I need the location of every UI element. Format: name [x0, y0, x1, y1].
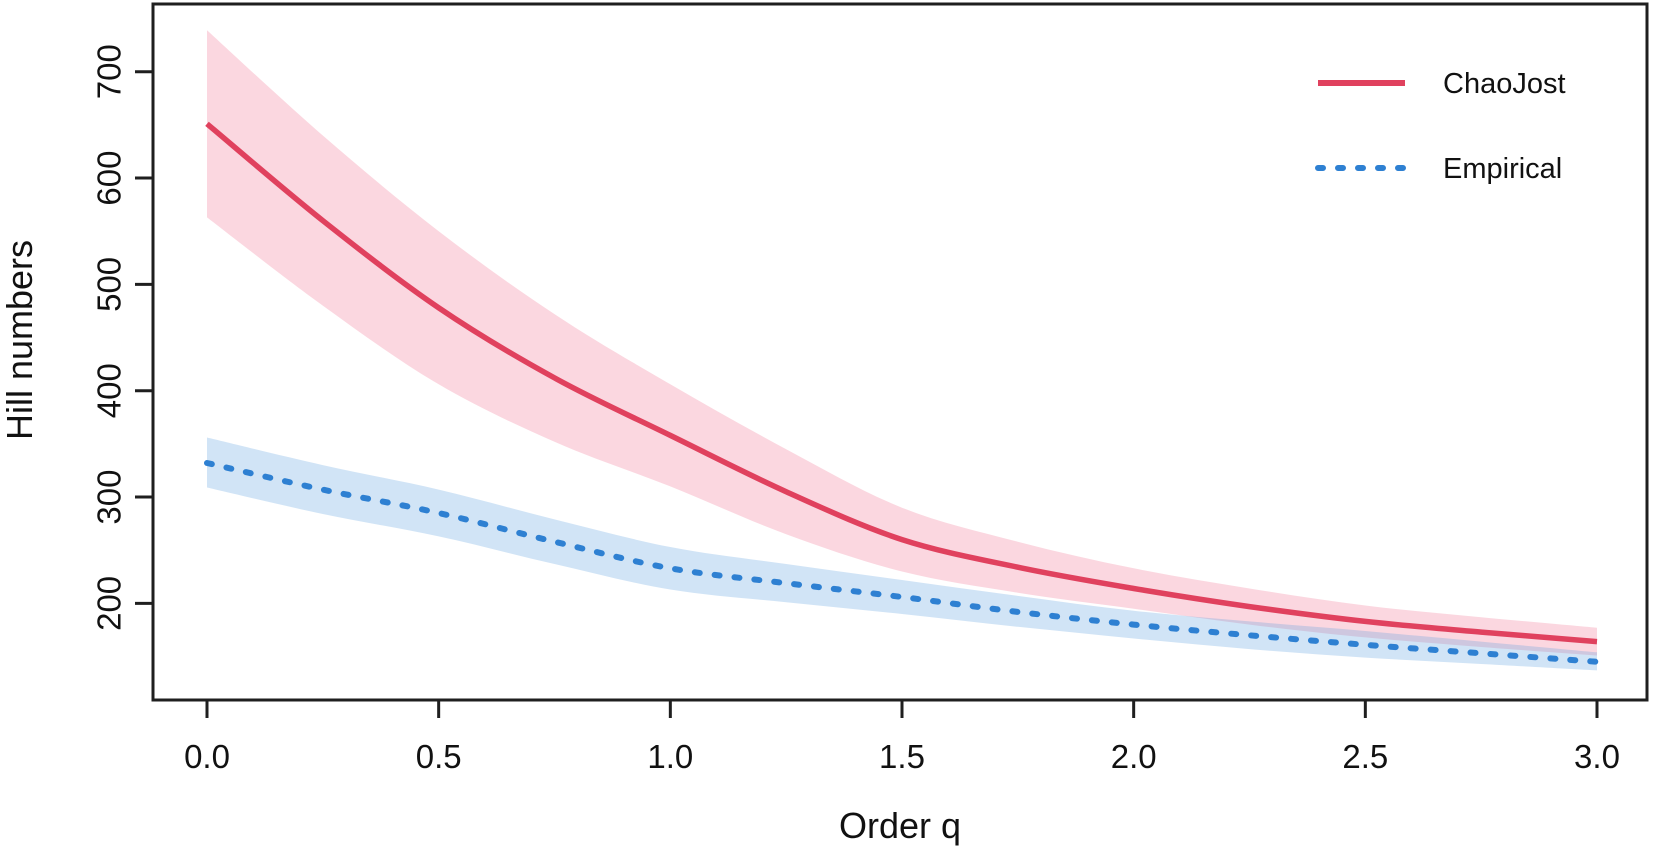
y-tick-label: 400	[91, 363, 128, 418]
y-tick-label: 700	[91, 44, 128, 99]
x-axis: 0.0 0.5 1.0 1.5 2.0 2.5 3.0	[184, 700, 1620, 775]
plot-frame	[151, 2, 1649, 702]
y-tick-label: 600	[91, 151, 128, 206]
x-tick-label: 0.0	[184, 738, 230, 775]
y-axis-title: Hill numbers	[0, 240, 40, 440]
empirical-line	[204, 460, 1600, 665]
x-tick-label: 2.5	[1342, 738, 1388, 775]
empirical-confidence-band	[207, 437, 1597, 671]
y-tick-label: 500	[91, 257, 128, 312]
x-axis-title: Order q	[839, 805, 961, 846]
x-tick-label: 0.5	[416, 738, 462, 775]
plot-box	[151, 2, 1649, 702]
x-tick-label: 3.0	[1574, 738, 1620, 775]
y-tick-label: 200	[91, 576, 128, 631]
confidence-bands	[207, 30, 1597, 671]
chaojost-confidence-band	[207, 30, 1597, 656]
chaojost-line	[205, 121, 1598, 645]
legend-item-empirical: Empirical	[1315, 153, 1562, 185]
y-tick-label: 300	[91, 470, 128, 525]
x-tick-label: 1.0	[647, 738, 693, 775]
x-tick-label: 1.5	[879, 738, 925, 775]
legend-label: Empirical	[1443, 153, 1562, 185]
y-axis: 200 300 400 500 600 700	[91, 44, 153, 631]
legend-label: ChaoJost	[1443, 68, 1566, 100]
x-tick-label: 2.0	[1111, 738, 1157, 775]
legend: ChaoJost Empirical	[1315, 68, 1566, 185]
axis-titles: Order q Hill numbers	[0, 240, 961, 846]
series-lines	[204, 121, 1600, 665]
legend-item-chaojost: ChaoJost	[1318, 68, 1566, 100]
